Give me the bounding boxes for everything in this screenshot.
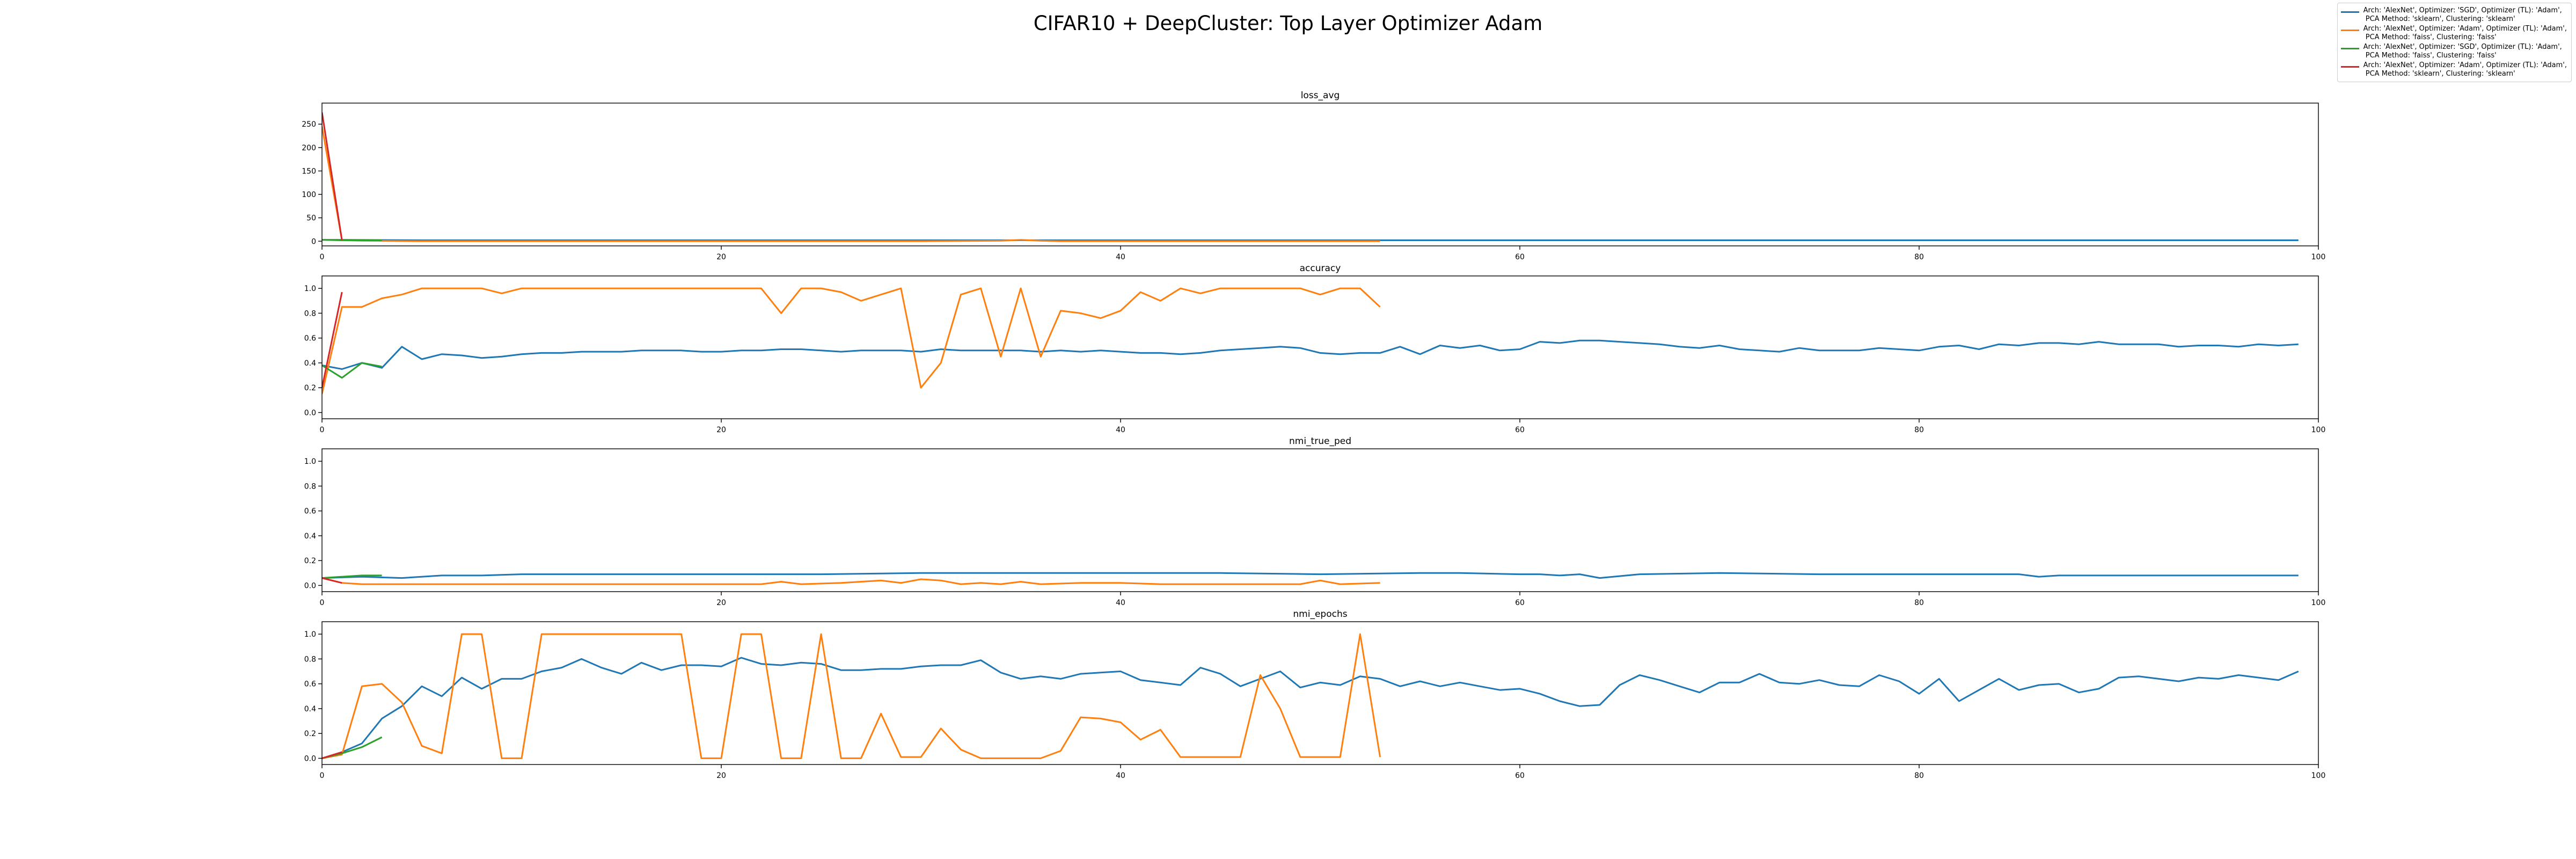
y-tick-label: 0.0 <box>304 581 316 590</box>
legend-item: Arch: 'AlexNet', Optimizer: 'Adam', Opti… <box>2340 61 2567 78</box>
x-tick-label: 100 <box>2311 771 2326 780</box>
x-tick-label: 100 <box>2311 426 2326 434</box>
legend-item: Arch: 'AlexNet', Optimizer: 'SGD', Optim… <box>2340 6 2567 24</box>
series-line-2 <box>322 574 382 579</box>
y-tick-label: 0.6 <box>304 507 316 516</box>
x-tick-label: 40 <box>1116 599 1125 607</box>
series-line-2 <box>322 362 382 379</box>
y-tick-label: 0.8 <box>304 309 316 318</box>
series-line-0 <box>322 657 2299 759</box>
x-tick-label: 100 <box>2311 599 2326 607</box>
series-line-0 <box>322 239 2299 241</box>
subplot-nmi_epochs: nmi_epochs 0 20 40 60 80 100 0.0 0.2 0.4 0.6 0.8 1.0 <box>304 609 2326 780</box>
legend-label: Arch: 'AlexNet', Optimizer: 'SGD', Optim… <box>2363 6 2562 23</box>
x-tick-label: 100 <box>2311 253 2326 261</box>
y-tick-label: 0.8 <box>304 482 316 491</box>
series-line-1 <box>322 633 1381 759</box>
y-tick-label: 0.4 <box>304 532 316 541</box>
legend: Arch: 'AlexNet', Optimizer: 'SGD', Optim… <box>2337 3 2572 82</box>
subplot-title: nmi_true_ped <box>1289 436 1351 447</box>
y-tick-label: 0.4 <box>304 705 316 714</box>
axes-frame <box>321 103 2319 246</box>
y-tick-label: 0.8 <box>304 655 316 664</box>
x-tick-label: 80 <box>1914 599 1924 607</box>
y-tick-label: 0.0 <box>304 409 316 417</box>
series-line-3 <box>322 292 343 388</box>
axes-frame <box>321 621 2319 765</box>
legend-swatch <box>2340 48 2359 49</box>
y-tick-label: 200 <box>302 144 316 152</box>
x-tick-label: 0 <box>320 253 325 261</box>
y-tick-label: 0.6 <box>304 680 316 689</box>
x-tick-label: 0 <box>320 599 325 607</box>
legend-label: Arch: 'AlexNet', Optimizer: 'SGD', Optim… <box>2363 43 2562 60</box>
legend-swatch <box>2340 11 2359 13</box>
x-tick-label: 60 <box>1515 426 1525 434</box>
subplot-title: loss_avg <box>1301 90 1340 101</box>
subplot-loss_avg: loss_avg 0 20 40 60 80 100 0 50 100 150 200 250 <box>302 90 2325 261</box>
x-tick-label: 40 <box>1116 426 1125 434</box>
axes-frame <box>321 275 2319 419</box>
x-tick-label: 80 <box>1914 426 1924 434</box>
subplot-title: accuracy <box>1300 263 1341 274</box>
legend-label: Arch: 'AlexNet', Optimizer: 'Adam', Opti… <box>2363 25 2567 41</box>
x-tick-label: 60 <box>1515 253 1525 261</box>
series-line-3 <box>322 112 343 241</box>
axes-frame <box>321 448 2319 592</box>
y-tick-label: 0.4 <box>304 359 316 368</box>
y-tick-label: 0.6 <box>304 334 316 343</box>
legend-item: Arch: 'AlexNet', Optimizer: 'SGD', Optim… <box>2340 43 2567 60</box>
y-tick-label: 150 <box>302 167 316 176</box>
series-line-1 <box>322 577 1380 585</box>
series-line-0 <box>322 572 2299 579</box>
legend-label: Arch: 'AlexNet', Optimizer: 'Adam', Opti… <box>2363 61 2567 78</box>
figure-title: CIFAR10 + DeepCluster: Top Layer Optimiz… <box>1033 12 1543 35</box>
y-tick-label: 100 <box>302 191 316 199</box>
x-tick-label: 80 <box>1914 253 1924 261</box>
x-tick-label: 40 <box>1116 253 1125 261</box>
subplot-nmi_true_ped: nmi_true_ped 0 20 40 60 80 100 0.0 0.2 0.4 0.6 0.8 1… <box>304 436 2326 607</box>
y-tick-label: 0 <box>311 237 316 246</box>
y-tick-label: 1.0 <box>304 630 316 639</box>
x-tick-label: 60 <box>1515 771 1525 780</box>
series-line-1 <box>322 126 1380 242</box>
x-tick-label: 40 <box>1116 771 1125 780</box>
y-tick-label: 0.0 <box>304 754 316 763</box>
legend-swatch <box>2340 30 2359 31</box>
x-tick-label: 20 <box>716 253 726 261</box>
x-tick-label: 20 <box>716 599 726 607</box>
series-line-3 <box>322 577 342 584</box>
x-tick-label: 80 <box>1914 771 1924 780</box>
legend-item: Arch: 'AlexNet', Optimizer: 'Adam', Opti… <box>2340 25 2567 42</box>
series-line-3 <box>322 751 342 759</box>
x-tick-label: 60 <box>1515 599 1525 607</box>
y-tick-label: 50 <box>306 214 316 223</box>
y-tick-label: 1.0 <box>304 457 316 466</box>
x-tick-label: 0 <box>320 426 325 434</box>
y-tick-label: 0.2 <box>304 557 316 565</box>
x-tick-label: 20 <box>716 771 726 780</box>
subplot-accuracy: accuracy 0 20 40 60 80 100 0.0 0.2 0.4 0.6 0.8 1.0 <box>304 263 2326 434</box>
y-tick-label: 250 <box>302 120 316 129</box>
x-tick-label: 20 <box>716 426 726 434</box>
legend-swatch <box>2340 66 2359 68</box>
x-tick-label: 0 <box>320 771 325 780</box>
y-tick-label: 0.2 <box>304 730 316 738</box>
series-line-2 <box>322 239 382 241</box>
series-line-1 <box>322 287 1381 395</box>
series-line-0 <box>322 339 2299 370</box>
y-tick-label: 1.0 <box>304 285 316 293</box>
y-tick-label: 0.2 <box>304 384 316 392</box>
subplot-title: nmi_epochs <box>1293 609 1347 620</box>
